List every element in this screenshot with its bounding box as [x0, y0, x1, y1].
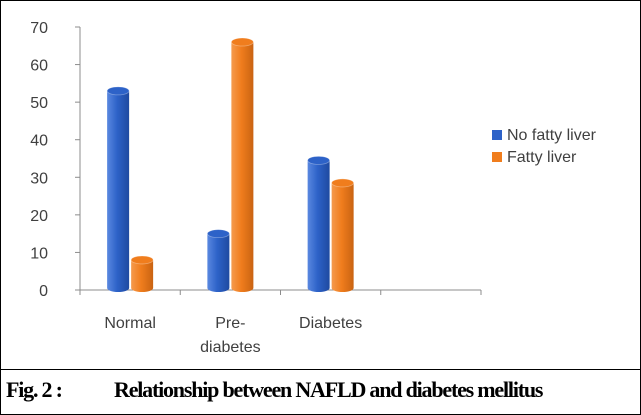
y-tick-label: 60: [30, 58, 48, 75]
y-tick-label: 20: [30, 208, 48, 225]
y-tick-label: 10: [30, 245, 48, 262]
bar: [307, 155, 331, 292]
bar: [331, 178, 355, 292]
x-axis-ticks: [79, 290, 482, 295]
bar-chart: 0 10 20 30 40 50 60 70 Normal Pre-diabetes Diabet…: [30, 20, 597, 356]
x-tick-label: Diabetes: [299, 315, 362, 332]
legend-swatch: [492, 130, 502, 140]
chart-axes: [79, 27, 481, 291]
bar: [230, 37, 254, 293]
y-tick-label: 70: [30, 20, 48, 37]
legend-swatch: [492, 152, 502, 162]
caption-label: Fig. 2 :: [6, 377, 63, 402]
caption-text: Relationship between NAFLD and diabetes …: [114, 377, 543, 402]
bar-series: [106, 37, 355, 293]
bar: [206, 229, 230, 292]
y-tick-label: 30: [30, 170, 48, 187]
x-tick-label: Pre-: [215, 315, 245, 332]
legend-label: Fatty liver: [507, 149, 577, 166]
bar: [106, 86, 130, 292]
y-tick-label: 40: [30, 133, 48, 150]
x-tick-label: diabetes: [200, 339, 261, 356]
x-axis-labels: Normal Pre-diabetes Diabetes: [104, 315, 362, 356]
y-axis-ticks: 0 10 20 30 40 50 60 70: [30, 20, 80, 300]
x-tick-label: Normal: [104, 315, 156, 332]
y-tick-label: 50: [30, 95, 48, 112]
bar: [130, 255, 154, 292]
y-tick-label: 0: [39, 283, 48, 300]
legend: No fatty liver Fatty liver: [492, 127, 597, 166]
legend-label: No fatty liver: [507, 127, 597, 144]
figure-caption: Fig. 2 : Relationship between NAFLD and d…: [6, 373, 641, 413]
caption-divider: [0, 369, 641, 370]
